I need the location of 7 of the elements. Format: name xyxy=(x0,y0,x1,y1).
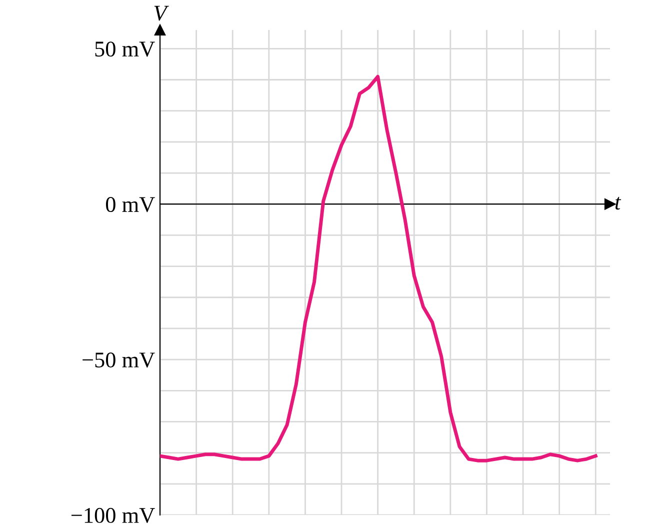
line-series xyxy=(160,74,598,462)
y-tick-label: −50 mV xyxy=(82,352,155,368)
x-axis-title: t xyxy=(615,196,622,210)
y-tick-label: 50 mV xyxy=(95,42,155,57)
y-tick-label: −100 mV xyxy=(71,508,155,524)
y-axis-title: V xyxy=(154,6,169,21)
y-tick-label: 0 mV xyxy=(106,197,155,212)
